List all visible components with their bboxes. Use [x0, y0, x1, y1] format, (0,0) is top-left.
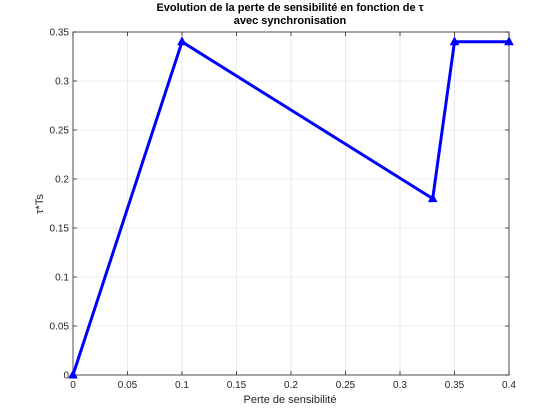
- x-tick-label: 0.15: [227, 380, 247, 391]
- y-tick-label: 0.25: [50, 126, 70, 137]
- chart-title-line-2: avec synchronisation: [234, 15, 347, 27]
- y-tick-label: 0.1: [55, 273, 69, 284]
- y-tick-label: 0.15: [50, 224, 70, 235]
- y-tick-label: 0.05: [50, 322, 70, 333]
- x-tick-label: 0.4: [502, 380, 516, 391]
- data-point-marker: [177, 36, 187, 46]
- y-tick-label: 0.2: [55, 175, 69, 186]
- axis-ticks: 0 0.05 0.1 0.15 0.2 0.25 0.3 0.35 0.4 0 0.05 0.1 0.1…: [50, 28, 517, 392]
- y-axis-label: τ*Ts: [34, 194, 46, 214]
- series-layer: [68, 36, 514, 379]
- data-point-marker: [427, 193, 438, 203]
- x-axis-label: Perte de sensibilité: [244, 394, 337, 406]
- x-tick-label: 0.2: [284, 380, 298, 391]
- data-point-marker: [504, 36, 514, 46]
- y-tick-label: 0: [63, 371, 69, 382]
- x-tick-label: 0.35: [445, 380, 465, 391]
- data-point-marker: [449, 36, 460, 46]
- x-tick-label: 0.1: [175, 380, 189, 391]
- x-tick-label: 0.05: [118, 380, 138, 391]
- grid: [72, 31, 510, 376]
- y-tick-label: 0.35: [50, 28, 70, 39]
- y-tick-label: 0.3: [55, 77, 69, 88]
- x-tick-label: 0.3: [393, 380, 407, 391]
- chart-title-line-1: Evolution de la perte de sensibilité en …: [156, 2, 423, 14]
- x-tick-label: 0: [70, 380, 76, 391]
- data-point-marker: [68, 369, 78, 379]
- x-tick-label: 0.25: [336, 380, 356, 391]
